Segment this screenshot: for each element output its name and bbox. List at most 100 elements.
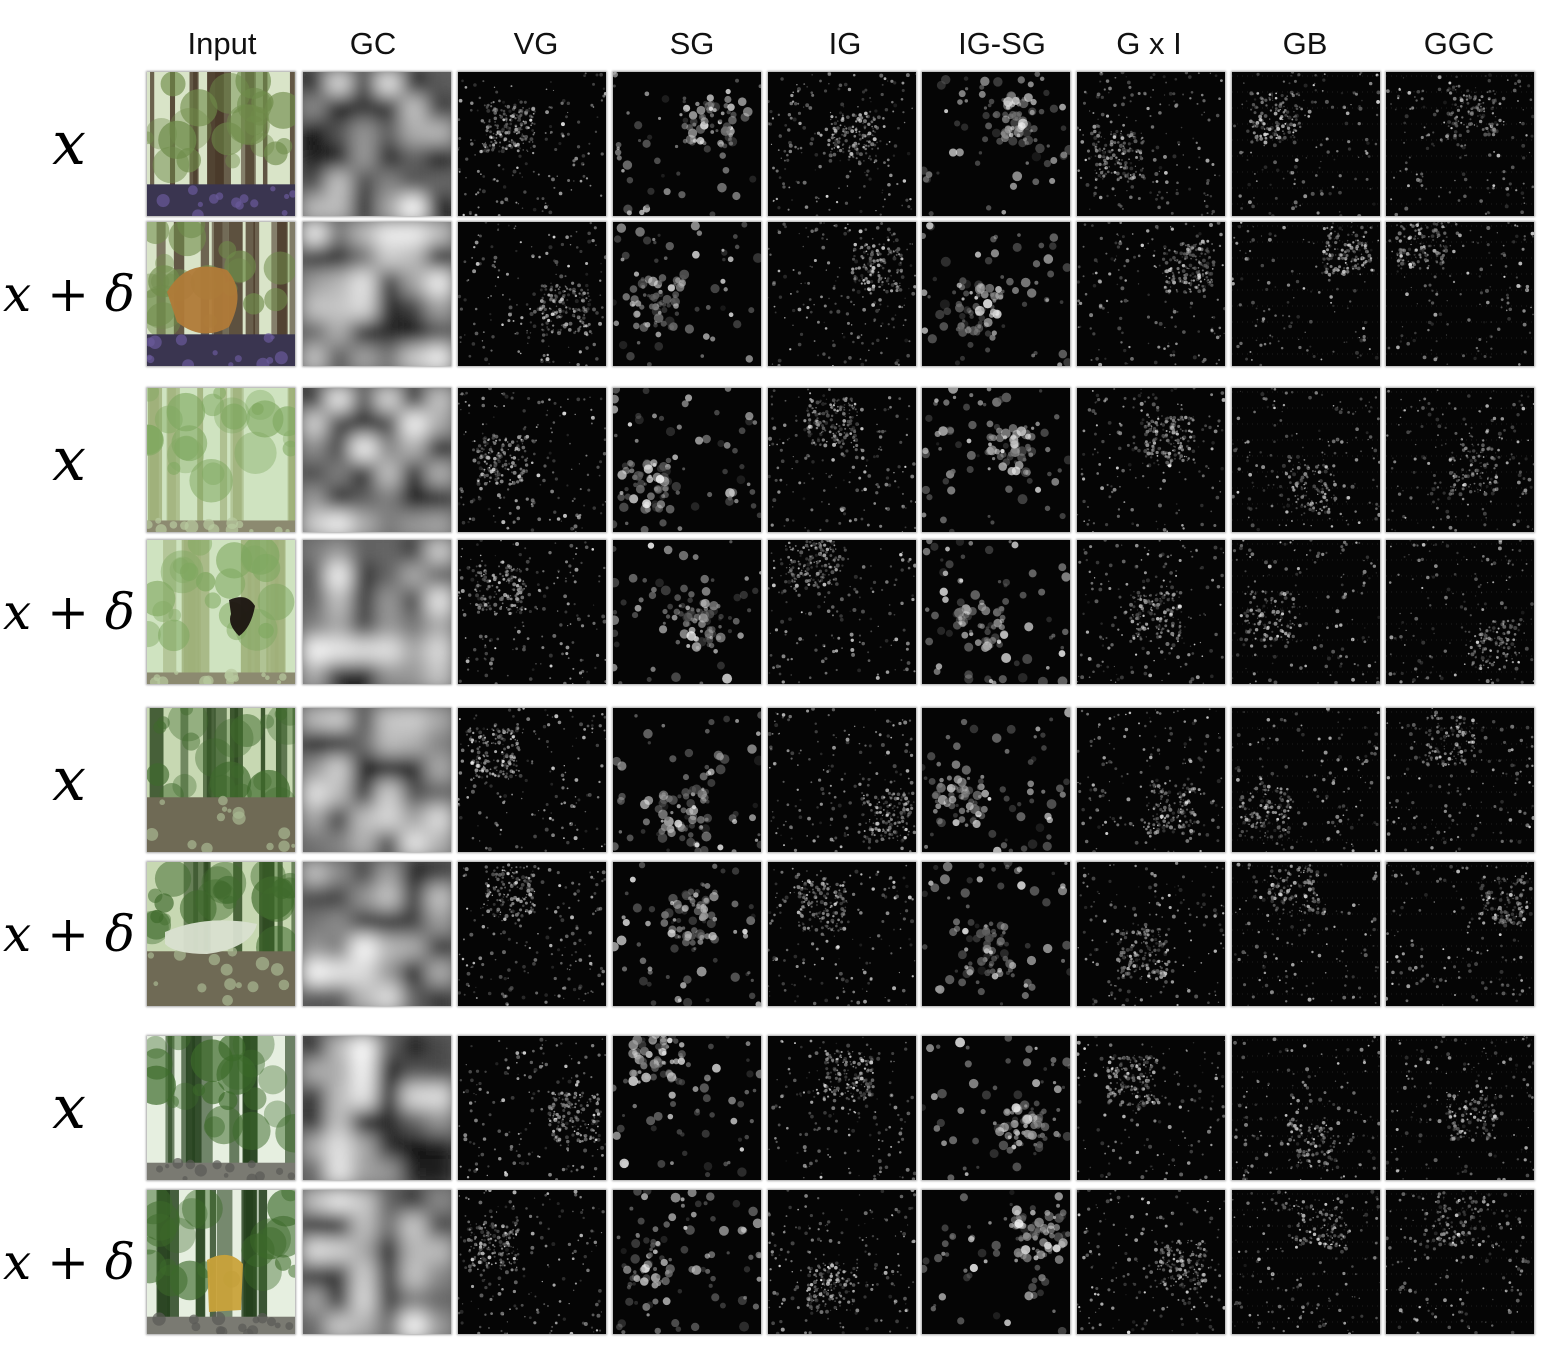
grayscale-heatmap [303,222,451,366]
tile-gc-clean [303,1036,451,1180]
noise-saliency-map [613,388,761,532]
tile-ig-clean [768,388,916,532]
noise-saliency-map [1232,862,1380,1006]
photo-thumbnail [147,222,295,366]
tile-sg-clean [613,388,761,532]
row-label-perturbed: x + δ [3,583,135,641]
noise-saliency-map [1077,388,1225,532]
tile-sg-clean [613,708,761,852]
tile-ig-perturbed [768,540,916,684]
tile-ig-clean [768,708,916,852]
tile-vg-perturbed [458,1190,606,1334]
noise-saliency-map [1077,72,1225,216]
noise-saliency-map [1077,222,1225,366]
tile-vg-perturbed [458,862,606,1006]
tile-ig-perturbed [768,1190,916,1334]
tile-g-x-i-clean [1077,1036,1225,1180]
grayscale-heatmap [303,862,451,1006]
tile-vg-clean [458,72,606,216]
row-label-clean: x [52,1073,86,1143]
grayscale-heatmap [303,388,451,532]
tile-ig-sg-perturbed [922,862,1070,1006]
column-header-ig: IG [828,26,862,61]
noise-saliency-map [458,1036,606,1180]
row-label-perturbed: x + δ [3,905,135,963]
tile-ig-sg-perturbed [922,540,1070,684]
noise-saliency-map [1232,388,1380,532]
tile-ig-sg-clean [922,1036,1070,1180]
tile-ig-perturbed [768,222,916,366]
tile-ig-clean [768,1036,916,1180]
tile-sg-clean [613,1036,761,1180]
noise-saliency-map [458,72,606,216]
noise-saliency-map [768,540,916,684]
noise-saliency-map [1232,72,1380,216]
noise-saliency-map [458,540,606,684]
noise-saliency-map [768,72,916,216]
noise-saliency-map [1077,1036,1225,1180]
noise-saliency-map [922,1036,1070,1180]
grayscale-heatmap [303,1190,451,1334]
grayscale-heatmap [303,72,451,216]
tile-ggc-clean [1386,388,1534,532]
noise-saliency-map [922,222,1070,366]
tile-gc-perturbed [303,222,451,366]
noise-saliency-map [922,1190,1070,1334]
noise-saliency-map [458,862,606,1006]
column-header-ig-sg: IG-SG [958,26,1046,61]
noise-saliency-map [1386,1036,1534,1180]
noise-saliency-map [613,222,761,366]
grayscale-heatmap [303,708,451,852]
tile-gc-perturbed [303,1190,451,1334]
tile-input-clean [147,72,295,216]
tile-gc-perturbed [303,862,451,1006]
tile-ig-clean [768,72,916,216]
row-label-clean: x [52,745,86,815]
noise-saliency-map [768,708,916,852]
column-header-sg: SG [669,26,715,61]
noise-saliency-map [1386,388,1534,532]
noise-saliency-map [1077,1190,1225,1334]
noise-saliency-map [768,388,916,532]
noise-saliency-map [613,1190,761,1334]
noise-saliency-map [1386,708,1534,852]
noise-saliency-map [458,1190,606,1334]
noise-saliency-map [1232,540,1380,684]
photo-thumbnail [147,708,295,852]
column-header-ggc: GGC [1423,26,1495,61]
noise-saliency-map [1232,1190,1380,1334]
column-header-input: Input [187,26,257,61]
tile-g-x-i-perturbed [1077,1190,1225,1334]
noise-saliency-map [1386,540,1534,684]
noise-saliency-map [1386,222,1534,366]
noise-saliency-map [613,862,761,1006]
tile-g-x-i-perturbed [1077,222,1225,366]
noise-saliency-map [1386,1190,1534,1334]
tile-sg-clean [613,72,761,216]
photo-thumbnail [147,1190,295,1334]
row-label-clean: x [52,109,86,179]
grayscale-heatmap [303,1036,451,1180]
noise-saliency-map [922,708,1070,852]
tile-g-x-i-clean [1077,388,1225,532]
tile-ig-perturbed [768,862,916,1006]
noise-saliency-map [458,222,606,366]
tile-input-clean [147,388,295,532]
noise-saliency-map [922,862,1070,1006]
column-header-g-x-i: G x I [1116,26,1182,61]
noise-saliency-map [1077,862,1225,1006]
tile-ggc-clean [1386,708,1534,852]
noise-saliency-map [768,222,916,366]
row-label-perturbed: x + δ [3,1233,135,1291]
noise-saliency-map [613,708,761,852]
tile-ig-sg-perturbed [922,222,1070,366]
tile-ggc-perturbed [1386,222,1534,366]
tile-ig-sg-clean [922,388,1070,532]
tile-gc-perturbed [303,540,451,684]
tile-ggc-perturbed [1386,1190,1534,1334]
tile-vg-clean [458,708,606,852]
tile-g-x-i-perturbed [1077,862,1225,1006]
tile-ggc-perturbed [1386,862,1534,1006]
noise-saliency-map [768,1036,916,1180]
